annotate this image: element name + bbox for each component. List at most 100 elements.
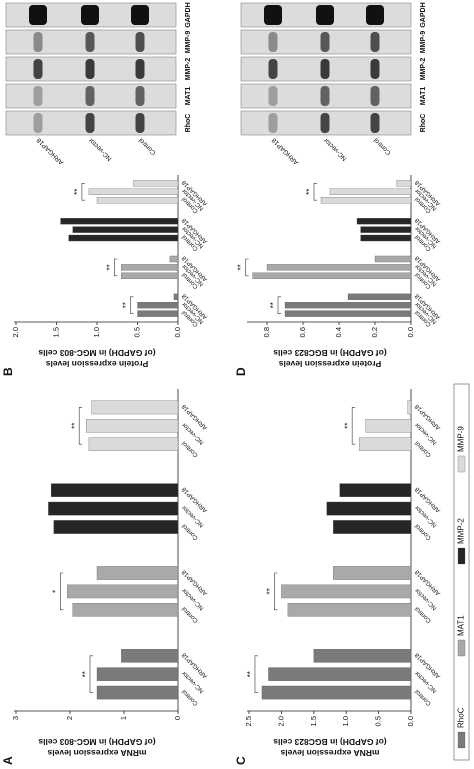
y-tick-label: 0.0: [173, 327, 182, 337]
bar: [333, 520, 412, 534]
legend-label: MMP-9: [457, 426, 466, 452]
significance-bracket: [60, 572, 64, 611]
bar: [284, 310, 412, 317]
blot-band: [320, 32, 330, 52]
significance-label: **: [122, 302, 131, 308]
bar: [67, 584, 179, 599]
legend-label: MAT1: [457, 615, 466, 636]
significance-bracket: [245, 258, 249, 277]
bar: [169, 255, 179, 263]
bar: [88, 188, 179, 195]
protein-label: GAPDH: [185, 2, 192, 27]
y-tick-label: 2: [65, 716, 74, 720]
blot-band: [33, 59, 43, 79]
y-tick-label: 0.0: [406, 716, 415, 726]
bar: [261, 685, 412, 700]
blot-band: [370, 86, 380, 106]
bar: [173, 293, 179, 300]
protein-label: RhoC: [420, 114, 427, 133]
bar: [333, 566, 412, 580]
blot-band: [320, 113, 330, 133]
protein-label: GAPDH: [420, 2, 427, 27]
blot-band: [320, 86, 330, 106]
significance-bracket: [277, 296, 281, 314]
bar: [72, 226, 179, 233]
protein-label: MMP-2: [420, 58, 427, 81]
bar: [359, 437, 412, 451]
y-tick-label: 0.8: [262, 327, 271, 337]
significance-label: *: [51, 590, 60, 593]
bar: [96, 685, 179, 700]
bar: [396, 180, 412, 187]
blot-band: [135, 32, 145, 52]
significance-bracket: [130, 296, 134, 314]
bar: [96, 197, 179, 204]
legend-swatch: [457, 731, 466, 749]
blot-band: [33, 32, 43, 52]
legend-swatch: [457, 547, 466, 565]
legend-box: [453, 383, 470, 761]
bar: [48, 501, 179, 516]
bar: [252, 272, 412, 279]
bar: [374, 255, 412, 263]
significance-bracket: [81, 183, 85, 201]
blot-band: [33, 86, 43, 106]
bar: [121, 272, 179, 279]
lane-label: Control: [372, 136, 392, 156]
blot-band: [268, 113, 278, 133]
blot-band: [370, 32, 380, 52]
blot-band: [370, 113, 380, 133]
blot-band: [316, 5, 334, 25]
bar: [86, 419, 179, 433]
y-axis-title: (of GAPDH) in MGC-803 cells: [38, 737, 155, 747]
y-axis-title: Protein expression levels: [278, 359, 381, 369]
bar: [360, 234, 412, 242]
y-tick-label: 0.0: [406, 327, 415, 337]
y-axis-title: Protein expression levels: [45, 359, 148, 369]
blot-band: [135, 59, 145, 79]
significance-bracket: [274, 572, 278, 611]
significance-label: **: [305, 189, 314, 195]
blot-band: [268, 86, 278, 106]
y-tick-label: 0.2: [370, 327, 379, 337]
bar: [88, 437, 179, 451]
blot-band: [81, 5, 99, 25]
blot-band: [135, 86, 145, 106]
legend-label: MMP-2: [457, 518, 466, 544]
bar: [60, 218, 179, 225]
significance-label: **: [237, 264, 246, 270]
blot-band: [264, 5, 282, 25]
bar: [407, 400, 412, 415]
y-tick-label: 0: [173, 716, 182, 720]
significance-bracket: [254, 655, 258, 693]
lane-label: ARHGAP18: [35, 136, 65, 166]
significance-bracket: [351, 407, 356, 445]
bar: [137, 302, 179, 309]
y-tick-label: 1.0: [341, 716, 350, 726]
bar: [268, 667, 412, 681]
y-tick-label: 2.5: [244, 716, 253, 726]
bar: [339, 483, 412, 497]
bar: [284, 302, 412, 309]
protein-label: MAT1: [420, 87, 427, 106]
blot-band: [131, 5, 149, 25]
significance-label: **: [70, 423, 79, 429]
y-tick-label: 2.0: [276, 716, 285, 726]
blot-band: [29, 5, 47, 25]
blot-band: [85, 59, 95, 79]
significance-label: **: [343, 423, 352, 429]
y-tick-label: 0.4: [334, 327, 343, 337]
blot-band: [366, 5, 384, 25]
significance-label: **: [269, 302, 278, 308]
protein-label: MMP-9: [185, 31, 192, 54]
y-tick-label: 1: [119, 716, 128, 720]
protein-label: MMP-2: [185, 58, 192, 81]
y-tick-label: 2.0: [11, 327, 20, 337]
blot-band: [268, 32, 278, 52]
bar: [356, 218, 412, 225]
bar: [96, 566, 179, 580]
bar: [329, 188, 412, 195]
y-axis-title: mRNA expression levels: [280, 748, 379, 758]
bar: [365, 419, 412, 433]
bar: [281, 584, 412, 599]
